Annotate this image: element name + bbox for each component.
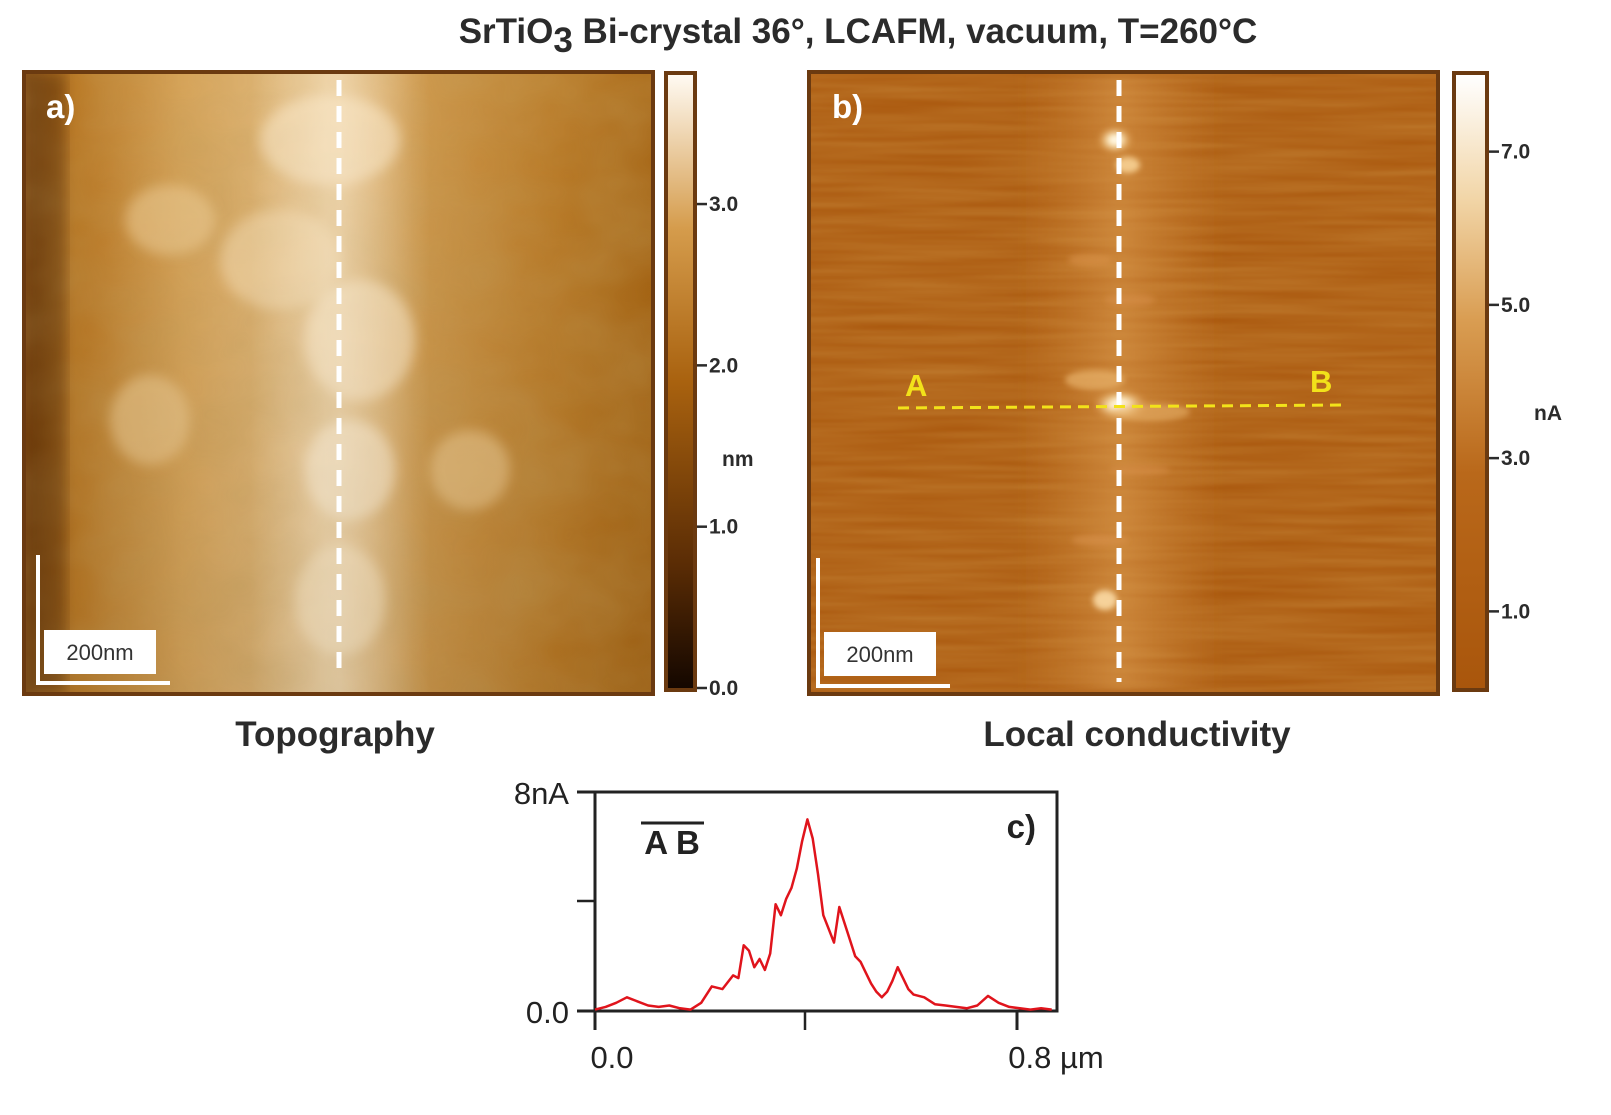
scale-bar-a: 200nm [36,555,170,685]
panel-b-conductivity: A B b) 200nm 7.0 5.0 3.0 1.0 nA Local condu… [807,70,1562,754]
profile-line-ab [897,403,1344,410]
colorbar-nm-tick-label: 2.0 [709,354,738,377]
scale-bar-a-label: 200nm [66,640,133,665]
x-label-start: 0.0 [590,1040,633,1075]
colorbar-nm-ticks: 3.0 2.0 1.0 0.0 [697,193,738,700]
colorbar-nm-unit: nm [722,448,754,471]
colorbar-nm: 3.0 2.0 1.0 0.0 nm [664,71,754,700]
series-line [594,818,1052,1011]
label-a: A [905,368,927,403]
caption-topography: Topography [235,715,435,754]
y-label-zero: 0.0 [526,995,569,1030]
colorbar-nm-tick-label: 1.0 [709,516,738,539]
colorbar-nm-tick-label: 3.0 [709,193,738,216]
panel-a-letter: a) [46,88,75,125]
colorbar-na-tick-label: 7.0 [1501,141,1530,164]
colorbar-na-tick-label: 5.0 [1501,294,1530,317]
colorbar-na-tick-label: 3.0 [1501,447,1530,470]
x-label-end: 0.8 µm [1008,1040,1103,1075]
y-label-top: 8nA [514,776,569,811]
segment-label: A B [644,824,700,861]
panel-c-letter: c) [1007,808,1036,845]
colorbar-na-tick-label: 1.0 [1501,600,1530,623]
colorbar-na-ticks: 7.0 5.0 3.0 1.0 [1489,141,1530,623]
plot-series [594,818,1052,1011]
panel-b-letter: b) [832,88,863,125]
panel-c-profile: 8nA 0.0 0.0 0.8 µm A B c) [514,776,1104,1075]
figure-title: SrTiO3 Bi-crystal 36°, LCAFM, vacuum, T=… [459,12,1258,60]
scale-bar-b-label: 200nm [846,642,913,667]
label-b: B [1310,364,1332,399]
colorbar-na-unit: nA [1534,402,1562,425]
colorbar-na: 7.0 5.0 3.0 1.0 nA [1452,71,1562,692]
panel-a-topography: a) 200nm 3.0 2.0 1.0 0.0 nm Topography [22,70,754,754]
caption-local-conductivity: Local conductivity [983,715,1291,754]
colorbar-nm-tick-label: 0.0 [709,677,738,700]
scale-bar-b: 200nm [816,558,950,688]
